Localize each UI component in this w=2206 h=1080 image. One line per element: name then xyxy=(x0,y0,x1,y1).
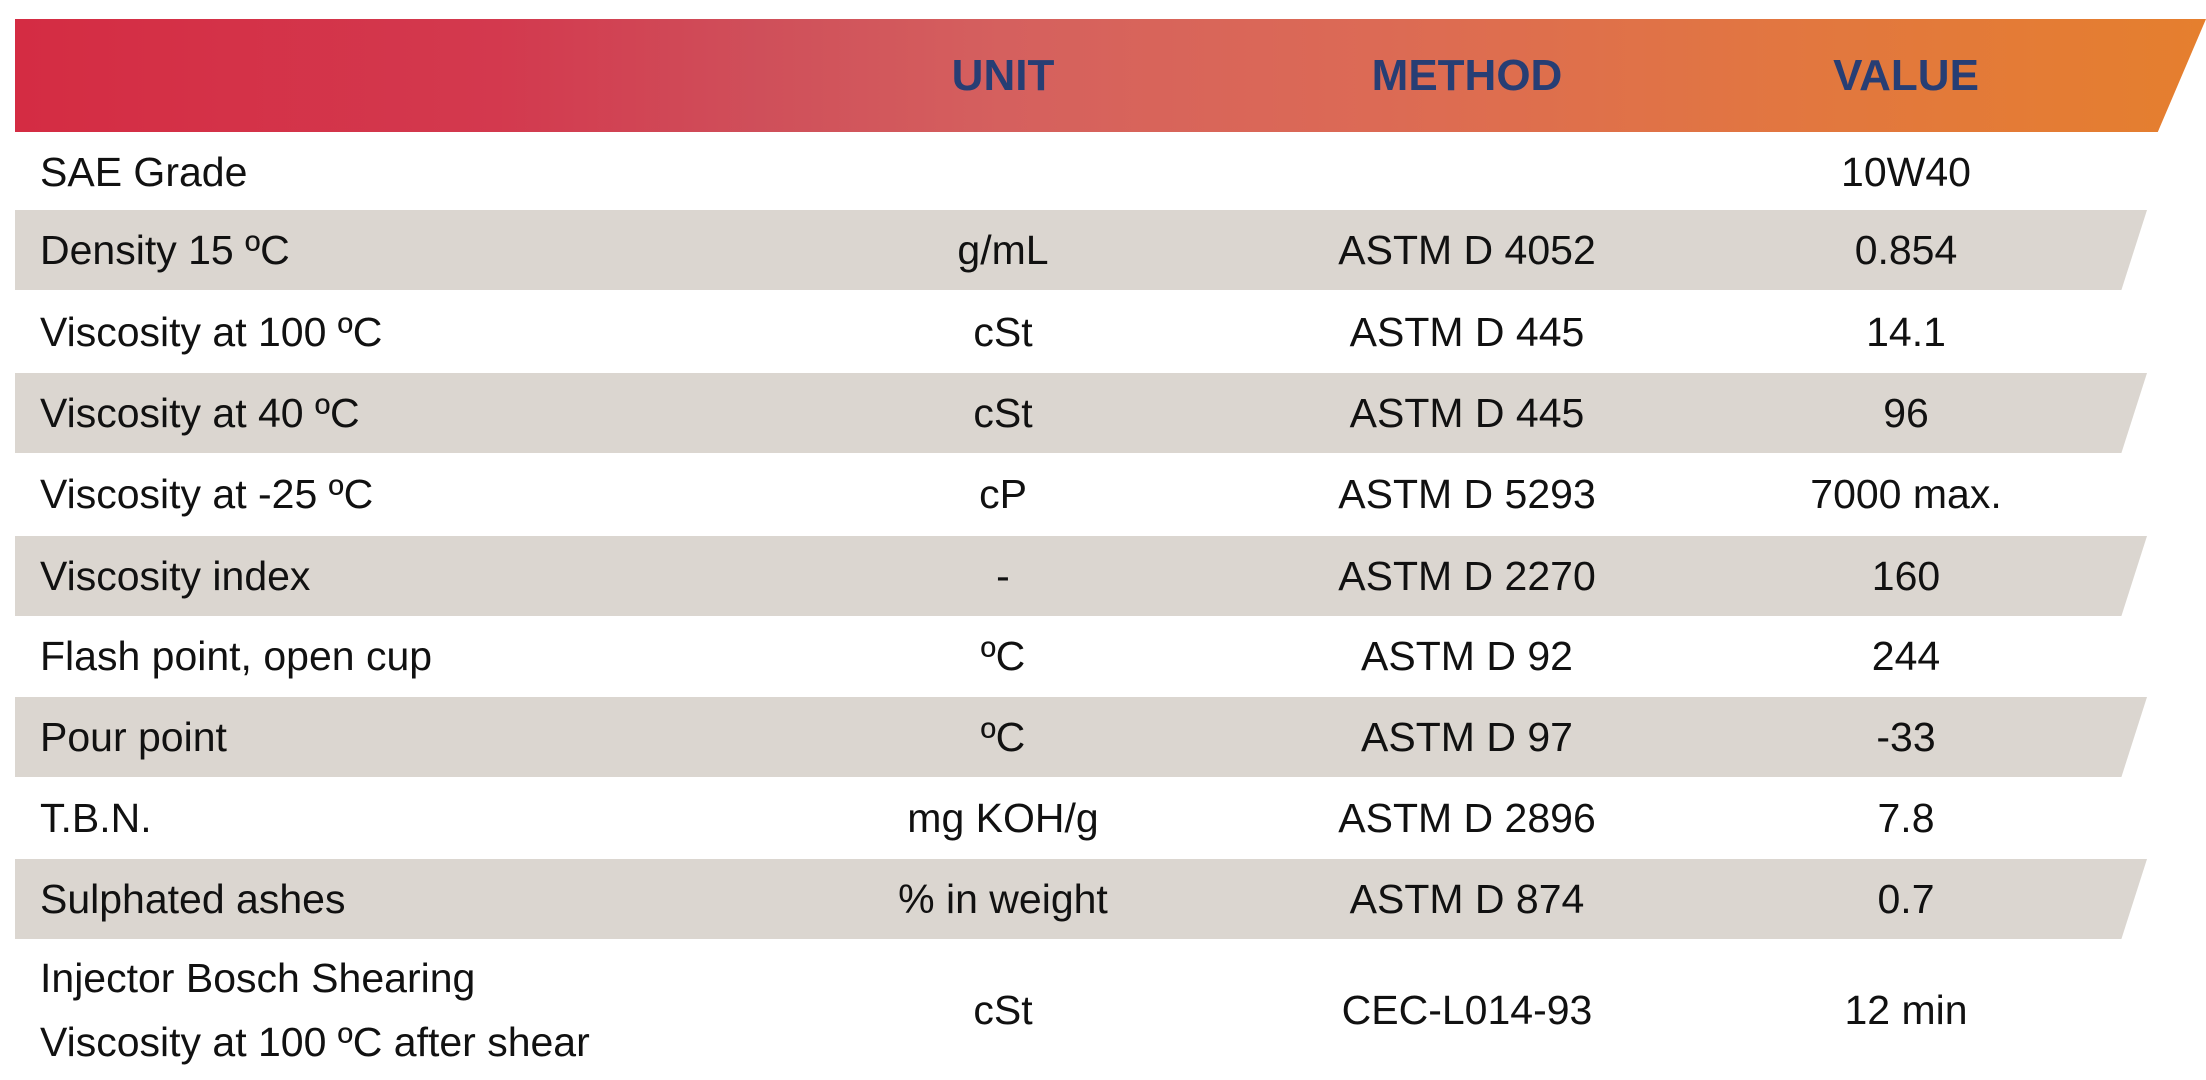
row-unit: ºC xyxy=(980,633,1026,679)
row-label: Viscosity index xyxy=(40,553,311,599)
row-unit: - xyxy=(996,553,1010,599)
row-shading xyxy=(15,210,2147,290)
row-label-line-1: Injector Bosch Shearing xyxy=(40,955,476,1001)
row-unit: cP xyxy=(979,471,1027,517)
row-method: ASTM D 2270 xyxy=(1338,553,1596,599)
header-unit: UNIT xyxy=(951,51,1055,100)
row-value: -33 xyxy=(1876,714,1936,760)
row-value: 12 min xyxy=(1844,987,1968,1033)
row-unit: g/mL xyxy=(957,227,1049,273)
row-unit xyxy=(853,132,1153,212)
header-method: METHOD xyxy=(1371,51,1563,100)
row-label: Pour point xyxy=(40,714,227,760)
row-label: SAE Grade xyxy=(40,149,248,195)
row-method: ASTM D 445 xyxy=(1349,390,1585,436)
header-value: VALUE xyxy=(1833,51,1979,100)
row-label: Density 15 ºC xyxy=(40,227,290,273)
table-row: Viscosity at 40 ºC cSt ASTM D 445 96 xyxy=(0,373,2206,453)
table-row: Injector Bosch Shearing Viscosity at 100… xyxy=(0,940,2206,1080)
table-row: Flash point, open cup ºC ASTM D 92 244 xyxy=(0,616,2206,696)
row-method xyxy=(1267,132,1667,212)
row-value: 14.1 xyxy=(1866,309,1946,355)
row-value: 10W40 xyxy=(1841,149,1971,195)
row-label: Viscosity at -25 ºC xyxy=(40,471,374,517)
row-label: Viscosity at 40 ºC xyxy=(40,390,360,436)
row-label: Flash point, open cup xyxy=(40,633,433,679)
table-row: T.B.N. mg KOH/g ASTM D 2896 7.8 xyxy=(0,778,2206,858)
table-row: Viscosity at 100 ºC cSt ASTM D 445 14.1 xyxy=(0,292,2206,372)
row-label: Sulphated ashes xyxy=(40,876,346,922)
row-unit: ºC xyxy=(980,714,1026,760)
row-value: 160 xyxy=(1871,553,1941,599)
row-label: Injector Bosch Shearing Viscosity at 100… xyxy=(40,946,590,1074)
row-unit: cSt xyxy=(973,390,1033,436)
row-value: 0.7 xyxy=(1877,876,1935,922)
row-value: 7000 max. xyxy=(1810,471,2002,517)
row-method: ASTM D 92 xyxy=(1361,633,1573,679)
row-shading xyxy=(15,536,2147,616)
row-shading xyxy=(15,859,2147,939)
table-row: Viscosity index - ASTM D 2270 160 xyxy=(0,536,2206,616)
row-unit: % in weight xyxy=(898,876,1108,922)
row-shading xyxy=(15,373,2147,453)
row-label-line-2: Viscosity at 100 ºC after shear xyxy=(40,1019,590,1065)
row-value: 96 xyxy=(1883,390,1929,436)
row-method: ASTM D 2896 xyxy=(1338,795,1596,841)
row-value: 7.8 xyxy=(1877,795,1935,841)
table-row: Pour point ºC ASTM D 97 -33 xyxy=(0,697,2206,777)
row-method: ASTM D 97 xyxy=(1361,714,1573,760)
table-row: Sulphated ashes % in weight ASTM D 874 0… xyxy=(0,859,2206,939)
row-method: ASTM D 4052 xyxy=(1338,227,1596,273)
row-method: ASTM D 5293 xyxy=(1338,471,1596,517)
table-row: SAE Grade 10W40 xyxy=(0,132,2206,212)
table-header-bar xyxy=(15,19,2206,132)
row-value: 0.854 xyxy=(1854,227,1958,273)
row-method: CEC-L014-93 xyxy=(1341,987,1593,1033)
row-unit: cSt xyxy=(973,309,1033,355)
table-row: Density 15 ºC g/mL ASTM D 4052 0.854 xyxy=(0,210,2206,290)
row-shading xyxy=(15,697,2147,777)
row-unit: cSt xyxy=(973,987,1033,1033)
row-unit: mg KOH/g xyxy=(907,795,1099,841)
row-method: ASTM D 445 xyxy=(1349,309,1585,355)
table-row: Viscosity at -25 ºC cP ASTM D 5293 7000 … xyxy=(0,454,2206,534)
row-label: T.B.N. xyxy=(40,795,152,841)
row-value: 244 xyxy=(1871,633,1941,679)
row-method: ASTM D 874 xyxy=(1349,876,1585,922)
row-label: Viscosity at 100 ºC xyxy=(40,309,383,355)
